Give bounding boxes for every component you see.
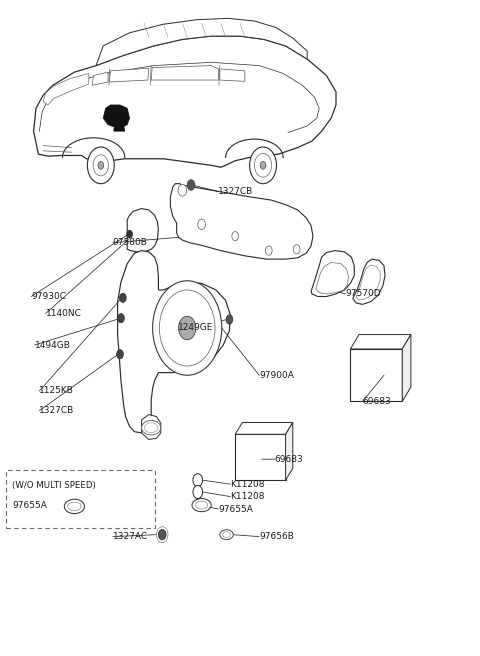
Bar [235, 434, 286, 480]
Polygon shape [103, 105, 130, 127]
Polygon shape [142, 415, 161, 440]
Polygon shape [96, 18, 307, 66]
Text: 97656B: 97656B [259, 532, 294, 541]
Circle shape [98, 161, 104, 169]
Text: 69683: 69683 [275, 455, 303, 464]
Circle shape [127, 230, 132, 238]
Polygon shape [220, 69, 245, 81]
Circle shape [226, 315, 233, 324]
Circle shape [254, 154, 272, 177]
Circle shape [250, 147, 276, 184]
Polygon shape [353, 259, 385, 304]
Circle shape [260, 161, 266, 169]
Ellipse shape [223, 531, 230, 538]
Bar [350, 349, 402, 401]
Ellipse shape [220, 530, 233, 539]
Text: 97655A: 97655A [12, 501, 47, 510]
Polygon shape [170, 184, 313, 259]
Text: 1125KB: 1125KB [39, 386, 74, 396]
Text: 97570D: 97570D [346, 289, 381, 298]
Polygon shape [402, 335, 411, 401]
Ellipse shape [192, 499, 211, 512]
Polygon shape [34, 36, 336, 167]
Circle shape [118, 314, 124, 323]
Circle shape [293, 245, 300, 254]
Circle shape [193, 474, 203, 487]
Polygon shape [92, 72, 108, 85]
Polygon shape [235, 422, 293, 434]
Circle shape [178, 184, 187, 196]
Text: (W/O MULTI SPEED): (W/O MULTI SPEED) [12, 481, 96, 490]
Ellipse shape [64, 499, 84, 514]
Circle shape [158, 529, 166, 540]
Circle shape [193, 485, 203, 499]
Text: 1327AC: 1327AC [113, 532, 148, 541]
FancyBboxPatch shape [6, 470, 155, 528]
Circle shape [120, 293, 126, 302]
Text: 97900A: 97900A [259, 371, 294, 380]
Circle shape [117, 350, 123, 359]
Ellipse shape [142, 420, 161, 435]
Text: K11208: K11208 [230, 480, 265, 489]
Polygon shape [311, 251, 354, 297]
Ellipse shape [144, 423, 158, 433]
Text: 1327CB: 1327CB [39, 406, 74, 415]
Text: 97580B: 97580B [113, 238, 148, 247]
Ellipse shape [68, 502, 81, 510]
Text: 1140NC: 1140NC [46, 309, 82, 318]
Text: 1249GE: 1249GE [178, 323, 213, 333]
Circle shape [179, 316, 196, 340]
Polygon shape [43, 73, 89, 105]
Ellipse shape [196, 501, 208, 509]
Circle shape [187, 180, 195, 190]
Text: 1494GB: 1494GB [35, 340, 71, 350]
Circle shape [159, 290, 215, 366]
Polygon shape [114, 126, 125, 131]
Text: 1327CB: 1327CB [218, 187, 253, 196]
Circle shape [198, 219, 205, 230]
Circle shape [232, 232, 239, 241]
Text: K11208: K11208 [230, 492, 265, 501]
Text: 97930C: 97930C [31, 292, 66, 301]
Polygon shape [118, 251, 230, 433]
Polygon shape [286, 422, 293, 480]
Polygon shape [109, 68, 149, 82]
Polygon shape [127, 209, 158, 252]
Circle shape [265, 246, 272, 255]
Text: 69683: 69683 [362, 397, 391, 406]
Polygon shape [316, 262, 348, 294]
Circle shape [153, 281, 222, 375]
Polygon shape [356, 265, 380, 300]
Circle shape [87, 147, 114, 184]
Circle shape [93, 155, 108, 176]
Polygon shape [151, 66, 218, 80]
Text: 97655A: 97655A [218, 504, 253, 514]
Polygon shape [350, 335, 411, 349]
